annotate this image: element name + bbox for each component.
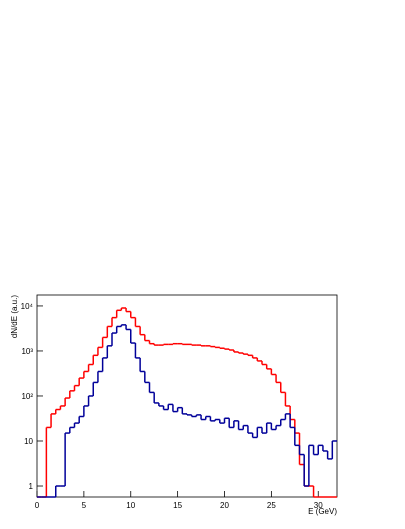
- x-tick-label: 15: [173, 501, 182, 510]
- x-tick-label: 25: [267, 501, 276, 510]
- y-tick-label: 10³: [21, 347, 33, 356]
- y-tick-label: 10²: [21, 392, 33, 401]
- plot-frame: [36, 294, 338, 498]
- x-tick-label: 30: [314, 501, 323, 510]
- y-tick-label: 10: [24, 437, 33, 446]
- x-tick-label: 5: [82, 501, 87, 510]
- x-tick-label: 10: [126, 501, 135, 510]
- x-axis-title: E (GeV): [308, 507, 337, 516]
- x-tick-label: 0: [35, 501, 40, 510]
- y-axis-title: dN/dE (a.u.): [10, 295, 19, 338]
- y-tick-label: 10⁴: [21, 302, 34, 311]
- y-tick-label: 1: [29, 482, 34, 491]
- x-tick-label: 20: [220, 501, 229, 510]
